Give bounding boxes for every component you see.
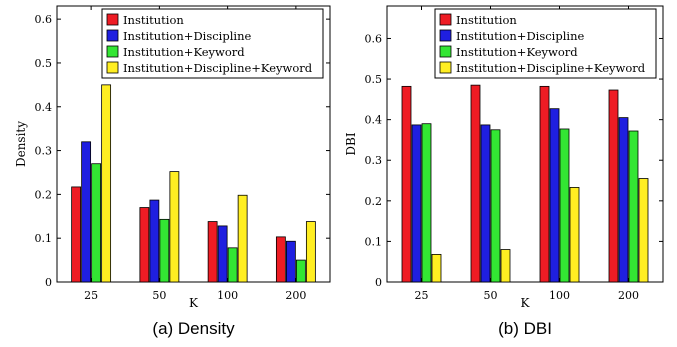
legend-label-institution-keyword: Institution+Keyword [123, 45, 245, 59]
y-tick-label: 0.3 [35, 145, 53, 158]
bar-institution-discipline-keyword [570, 187, 579, 282]
x-axis-label: K [189, 296, 199, 310]
bar-institution [540, 86, 549, 282]
legend-label-institution: Institution [123, 13, 184, 27]
x-tick-label: 100 [217, 289, 238, 302]
bar-institution [402, 86, 411, 282]
bar-institution-discipline-keyword [639, 179, 648, 283]
y-tick-label: 0.2 [35, 188, 53, 201]
x-tick-label: 100 [549, 289, 570, 302]
legend-label-institution-discipline-keyword: Institution+Discipline+Keyword [456, 61, 646, 75]
x-tick-label: 200 [285, 289, 306, 302]
y-tick-label: 0.4 [35, 101, 53, 114]
bar-institution-keyword [629, 131, 638, 282]
y-tick-label: 0 [375, 276, 382, 289]
bar-institution [471, 85, 480, 282]
y-tick-label: 0.5 [365, 73, 383, 86]
y-tick-label: 0.6 [365, 32, 383, 45]
x-tick-label: 25 [415, 289, 429, 302]
bar-institution-keyword [92, 164, 101, 282]
bar-institution-keyword [296, 260, 305, 282]
y-tick-label: 0.6 [35, 13, 53, 26]
y-tick-label: 0.2 [365, 195, 383, 208]
legend-label-institution: Institution [456, 13, 517, 27]
bar-institution-discipline [412, 125, 421, 282]
x-axis-label: K [521, 296, 531, 310]
chart-caption: (b) DBI [498, 319, 552, 338]
bar-institution-keyword [422, 124, 431, 282]
chart-density-panel: 0 0.1 0.2 0.3 0.4 0.5 0.6 25 50 100 200 K Density Ins… [14, 6, 330, 338]
bar-institution [140, 208, 149, 282]
y-tick-label: 0.5 [35, 57, 53, 70]
legend-swatch-institution-keyword [107, 46, 118, 57]
legend-swatch-institution [440, 14, 451, 25]
x-tick-label: 50 [484, 289, 498, 302]
bar-institution-keyword [491, 130, 500, 282]
legend-label-institution-discipline-keyword: Institution+Discipline+Keyword [123, 61, 313, 75]
bar-institution-discipline-keyword [170, 172, 179, 282]
bar-institution-discipline [619, 118, 628, 282]
legend-label-institution-discipline: Institution+Discipline [456, 29, 584, 43]
legend-swatch-institution [107, 14, 118, 25]
legend-swatch-institution-keyword [440, 46, 451, 57]
legend: Institution Institution+Discipline Institu… [102, 9, 323, 78]
bar-institution-discipline-keyword [102, 85, 111, 282]
bar-institution-discipline [150, 200, 159, 282]
x-tick-label: 25 [84, 289, 98, 302]
y-tick-label: 0.4 [365, 114, 383, 127]
chart-dbi-panel: 0 0.1 0.2 0.3 0.4 0.5 0.6 25 50 100 200 K DBI Institu… [344, 6, 663, 338]
legend: Institution Institution+Discipline Institu… [435, 9, 656, 78]
bar-institution-keyword [228, 248, 237, 282]
bar-institution-discipline-keyword [432, 254, 441, 282]
legend-swatch-institution-discipline-keyword [440, 62, 451, 73]
bar-institution [72, 187, 81, 282]
bar-institution-keyword [560, 129, 569, 282]
legend-label-institution-keyword: Institution+Keyword [456, 45, 578, 59]
bar-institution [609, 90, 618, 282]
y-tick-label: 0.1 [365, 235, 383, 248]
legend-label-institution-discipline: Institution+Discipline [123, 29, 251, 43]
bar-institution-discipline-keyword [501, 250, 510, 282]
bar-institution-discipline [286, 241, 295, 282]
bar-institution [208, 222, 217, 282]
y-tick-label: 0.3 [365, 154, 383, 167]
bar-institution-discipline [218, 226, 227, 282]
bar-institution-discipline [550, 109, 559, 282]
y-axis-label: Density [14, 121, 28, 167]
legend-swatch-institution-discipline [440, 30, 451, 41]
bar-institution-discipline-keyword [238, 195, 247, 282]
x-tick-label: 50 [152, 289, 166, 302]
bar-institution-discipline-keyword [306, 222, 315, 282]
chart-caption: (a) Density [152, 319, 235, 338]
bar-institution-discipline [481, 125, 490, 282]
bar-institution [276, 237, 285, 282]
legend-swatch-institution-discipline [107, 30, 118, 41]
y-tick-label: 0.1 [35, 232, 53, 245]
y-tick-label: 0 [45, 276, 52, 289]
x-tick-label: 200 [618, 289, 639, 302]
bar-institution-discipline [82, 142, 91, 282]
y-axis-label: DBI [344, 132, 358, 155]
legend-swatch-institution-discipline-keyword [107, 62, 118, 73]
bar-institution-keyword [160, 219, 169, 282]
